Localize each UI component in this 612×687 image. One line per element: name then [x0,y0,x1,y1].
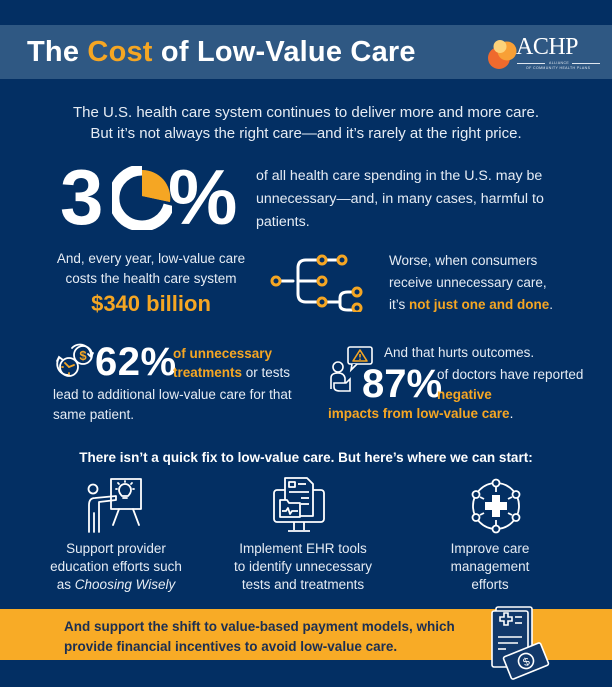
solution-ehr-tools: Implement EHR tools to identify unnecess… [233,541,373,592]
ehr-monitor-icon [273,477,325,532]
branching-tree-icon [270,254,363,312]
svg-text:$: $ [79,348,87,363]
not-one-and-done: not just one and done [409,297,550,312]
stat-62-value: 62% [95,340,177,384]
stat-62-lead: of unnecessary treatments or tests [173,346,291,380]
doctor-warning-icon [330,346,373,392]
stat-30-percent: 3 % [60,153,240,241]
callout-text: And support the shift to value-based pay… [64,619,455,654]
logo-wordmark: ACHP [516,34,579,60]
annual-cost-block: And, every year, low-value care costs th… [38,249,264,319]
choosing-wisely: Choosing Wisely [74,577,176,592]
logo-divider [517,63,545,64]
stat-87-lead: of doctors have reported negative [437,367,584,402]
stat-62-description: lead to additional low-value care for th… [53,387,292,422]
clock-money-cycle-icon: $ [56,343,94,377]
repeat-care-block: Worse, when consumers receive unnecessar… [389,253,554,312]
stat-87-description: impacts from low-value care. [328,406,514,421]
solution-care-management: Improve care management efforts [450,541,530,592]
logo-subtitle: OF COMMUNITY HEALTH PLANS [526,66,591,70]
solutions-heading: There isn’t a quick fix to low-value car… [79,450,533,465]
intro-text: The U.S. health care system continues to… [72,104,540,142]
svg-text:$: $ [521,656,531,669]
title-accent: Cost [87,36,153,68]
outcomes-heading: And that hurts outcomes. [384,345,535,360]
solution-provider-education: Support provider education efforts such … [50,541,182,592]
pie-chart-icon [112,166,172,230]
stat-30-digit: 3 [60,153,104,241]
stat-87-value: 87% [362,362,443,406]
achp-logo: ACHP ALLIANCE OF COMMUNITY HEALTH PLANS [486,34,602,72]
logo-alliance: ALLIANCE [549,61,570,65]
annual-cost-amount: $340 billion [91,291,211,316]
care-network-icon [471,478,521,534]
logo-circles-icon [488,40,517,69]
medical-bill-money-icon: $ [491,606,550,680]
presentation-lightbulb-icon [87,478,142,533]
stat-30-percent-sign: % [168,153,238,241]
logo-divider [572,63,600,64]
stat-30-description: of all health care spending in the U.S. … [256,168,544,230]
page-title: The Cost of Low-Value Care [27,36,416,68]
